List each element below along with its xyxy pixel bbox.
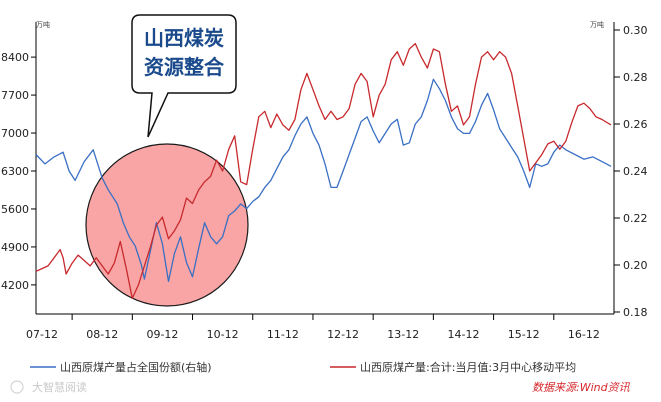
right-tick-label: 0.22 — [623, 212, 648, 225]
x-tick-label: 13-12 — [387, 328, 419, 341]
callout-line-2: 资源整合 — [144, 55, 225, 79]
x-tick-label: 07-12 — [26, 328, 58, 341]
left-tick-label: 7700 — [1, 89, 29, 102]
x-tick-label: 15-12 — [508, 328, 540, 341]
x-tick-label: 09-12 — [146, 328, 178, 341]
right-tick-label: 0.30 — [623, 24, 648, 37]
watermark-text: 大智慧阅读 — [32, 380, 87, 394]
x-tick-label: 16-12 — [568, 328, 600, 341]
series-line-output — [35, 42, 612, 300]
left-tick-label: 4900 — [1, 241, 29, 254]
right-axis-unit: 万吨 — [590, 20, 604, 29]
left-ticks: 4200 4900 5600 6300 7000 7700 8400 — [1, 51, 36, 292]
legend: 山西原煤产量占全国份额(右轴) 山西原煤产量:合计:当月值:3月中心移动平均 — [30, 360, 576, 374]
x-tick-label: 11-12 — [267, 328, 299, 341]
highlight-layer — [85, 143, 249, 307]
legend-label-share: 山西原煤产量占全国份额(右轴) — [60, 360, 212, 374]
left-tick-label: 7000 — [1, 127, 29, 140]
callout: 山西煤炭 资源整合 — [131, 14, 237, 138]
right-ticks: 0.18 0.20 0.22 0.24 0.26 0.28 0.30 — [614, 24, 648, 319]
left-tick-label: 5600 — [1, 203, 29, 216]
right-tick-label: 0.26 — [623, 118, 648, 131]
x-ticks: 07-12 08-12 09-12 10-12 11-12 12-12 13-12 14-12… — [26, 314, 600, 341]
left-axis-unit: 万吨 — [36, 20, 50, 29]
watermark-logo-icon — [10, 380, 24, 394]
callout-bubble — [131, 14, 237, 138]
left-tick-label: 8400 — [1, 51, 29, 64]
right-tick-label: 0.18 — [623, 306, 648, 319]
right-tick-label: 0.24 — [623, 165, 648, 178]
right-tick-label: 0.28 — [623, 71, 648, 84]
legend-label-output: 山西原煤产量:合计:当月值:3月中心移动平均 — [360, 360, 576, 374]
left-tick-label: 6300 — [1, 165, 29, 178]
highlight-circle — [85, 143, 249, 307]
series-line-share — [35, 78, 612, 283]
series-layer — [35, 42, 612, 300]
x-tick-label: 12-12 — [327, 328, 359, 341]
footer: 大智慧阅读 数据来源:Wind资讯 — [10, 380, 631, 394]
data-source: 数据来源:Wind资讯 — [532, 381, 631, 394]
x-tick-label: 14-12 — [447, 328, 479, 341]
callout-line-1: 山西煤炭 — [144, 26, 224, 50]
x-tick-label: 10-12 — [207, 328, 239, 341]
left-tick-label: 4200 — [1, 279, 29, 292]
right-tick-label: 0.20 — [623, 259, 648, 272]
x-tick-label: 08-12 — [86, 328, 118, 341]
